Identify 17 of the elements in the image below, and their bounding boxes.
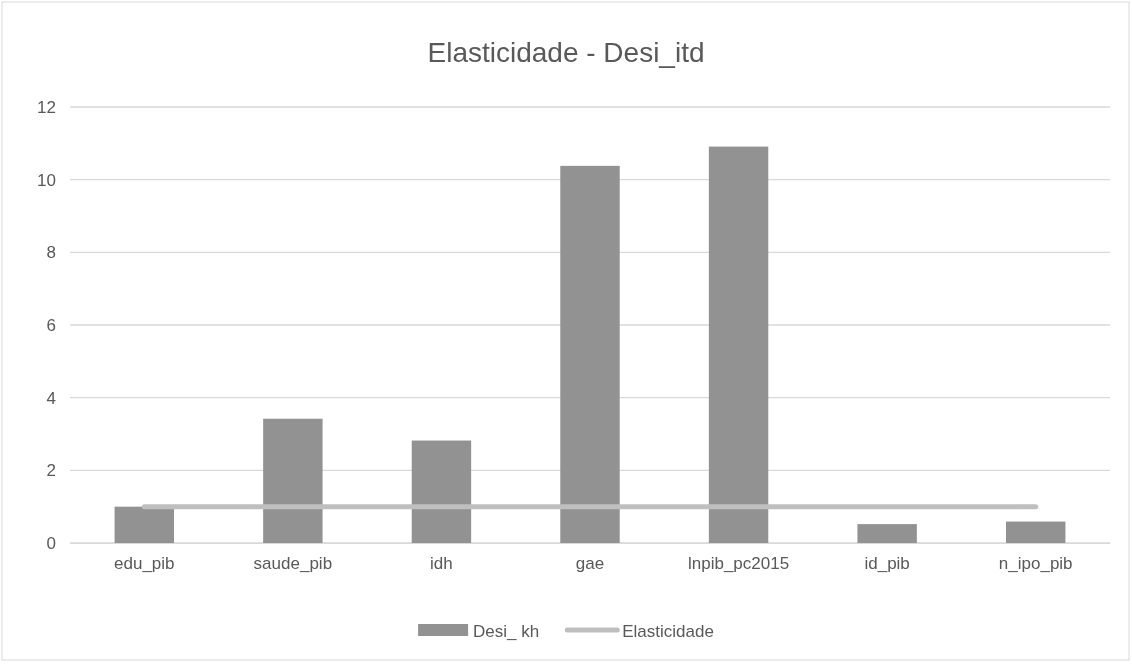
y-tick-label: 10	[37, 170, 56, 190]
legend-label: Elasticidade	[622, 622, 714, 641]
x-tick-label: idh	[430, 554, 453, 574]
x-tick-label: id_pib	[864, 554, 910, 574]
legend-label: Desi_ kh	[473, 622, 540, 641]
x-tick-label: saude_pib	[253, 554, 333, 574]
x-tick-label: lnpib_pc2015	[687, 554, 790, 574]
y-tick-label: 12	[37, 97, 56, 117]
chart-title: Elasticidade - Desi_itd	[427, 37, 705, 68]
y-tick-label: 2	[46, 461, 56, 481]
y-tick-label: 8	[46, 243, 56, 263]
x-tick-label: edu_pib	[114, 554, 175, 574]
x-tick-label: gae	[575, 554, 605, 574]
x-tick-label: n_ipo_pib	[998, 554, 1073, 574]
y-tick-label: 0	[46, 533, 56, 553]
y-tick-label: 6	[46, 315, 56, 335]
y-tick-label: 4	[46, 388, 56, 408]
